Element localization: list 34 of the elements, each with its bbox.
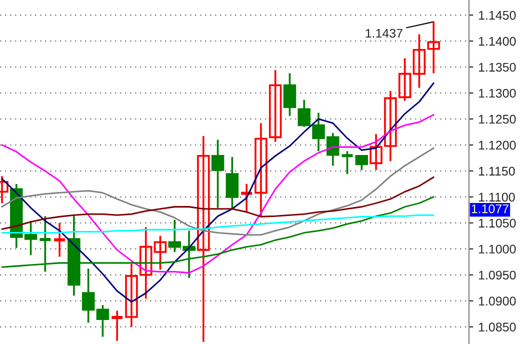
y-tick-label: 1.1250 — [478, 114, 516, 124]
candlestick — [268, 69, 282, 143]
y-tick-label: 1.1350 — [478, 62, 516, 72]
line-series — [1, 82, 434, 303]
candlestick — [54, 222, 66, 258]
candlestick — [283, 72, 296, 117]
y-tick-label: 1.1150 — [478, 166, 515, 176]
line-series — [1, 214, 434, 234]
candlestick — [241, 183, 252, 213]
y-tick-label: 1.1200 — [478, 140, 516, 150]
text: 1.1077 — [472, 204, 508, 214]
annotation: 1.1437 — [366, 28, 402, 38]
candlestick — [254, 122, 268, 218]
y-tick-label: 1.1100 — [478, 192, 515, 202]
y-tick-label: 1.1050 — [478, 218, 516, 228]
line-series — [1, 176, 434, 230]
candlestick — [211, 138, 224, 209]
candlestick — [112, 310, 123, 342]
candlestick — [197, 135, 210, 343]
line-series — [1, 114, 434, 274]
y-tick-label: 1.0850 — [478, 322, 516, 332]
candlestick — [226, 156, 239, 210]
candlestick — [96, 304, 110, 338]
y-tick-label: 1.1300 — [478, 88, 516, 98]
y-tick-label: 1.1450 — [478, 10, 516, 20]
y-tick-label: 1.1400 — [478, 36, 516, 46]
candlestick — [355, 154, 368, 171]
candlestick — [298, 98, 310, 128]
y-tick-label: 1.0950 — [478, 270, 516, 280]
candlestick — [82, 268, 95, 324]
y-tick-label: 1.0900 — [478, 296, 516, 306]
candlestick — [154, 235, 167, 271]
candlestick — [342, 150, 353, 175]
y-tick-label: 1.1000 — [478, 244, 516, 254]
